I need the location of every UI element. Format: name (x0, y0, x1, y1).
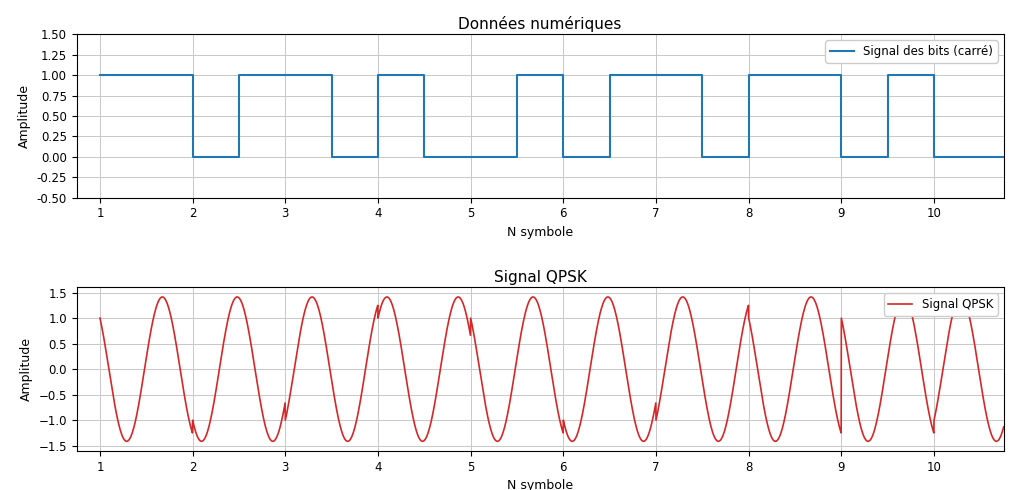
Signal QPSK (94, 315, 106, 321)
Signal des bits (carré) (836, 154, 848, 160)
Signal des bits (carré) (557, 154, 569, 160)
Signal QPSK (650, 417, 663, 423)
Signal QPSK (696, 381, 709, 387)
Signal QPSK (381, 294, 393, 300)
Signal des bits (carré) (603, 72, 615, 78)
X-axis label: N symbole: N symbole (507, 226, 573, 239)
Signal des bits (carré) (372, 72, 384, 78)
Y-axis label: Amplitude: Amplitude (18, 84, 31, 148)
Title: Données numériques: Données numériques (459, 16, 622, 32)
Signal des bits (carré) (326, 154, 338, 160)
Signal QPSK (262, 433, 274, 439)
Signal QPSK (785, 376, 798, 382)
Signal QPSK (449, 298, 461, 304)
Signal des bits (carré) (418, 154, 430, 160)
Signal des bits (carré) (650, 72, 663, 78)
Signal des bits (carré) (974, 154, 986, 160)
Signal des bits (carré) (928, 154, 940, 160)
X-axis label: N symbole: N symbole (507, 479, 573, 490)
Title: Signal QPSK: Signal QPSK (494, 270, 587, 285)
Legend: Signal des bits (carré): Signal des bits (carré) (825, 40, 997, 63)
Signal des bits (carré) (511, 72, 523, 78)
Signal des bits (carré) (742, 72, 755, 78)
Line: Signal QPSK: Signal QPSK (100, 297, 1024, 441)
Signal QPSK (856, 429, 868, 435)
Signal des bits (carré) (788, 72, 801, 78)
Signal QPSK (196, 439, 208, 444)
Signal QPSK (1020, 302, 1024, 308)
Signal des bits (carré) (140, 72, 153, 78)
Signal des bits (carré) (882, 72, 894, 78)
Line: Signal des bits (carré): Signal des bits (carré) (100, 75, 1024, 157)
Signal des bits (carré) (696, 154, 709, 160)
Signal des bits (carré) (186, 154, 199, 160)
Signal des bits (carré) (465, 154, 477, 160)
Signal des bits (carré) (232, 72, 245, 78)
Signal des bits (carré) (94, 72, 106, 78)
Signal des bits (carré) (1021, 72, 1024, 78)
Legend: Signal QPSK: Signal QPSK (884, 294, 997, 316)
Signal des bits (carré) (280, 72, 292, 78)
Y-axis label: Amplitude: Amplitude (20, 337, 33, 401)
